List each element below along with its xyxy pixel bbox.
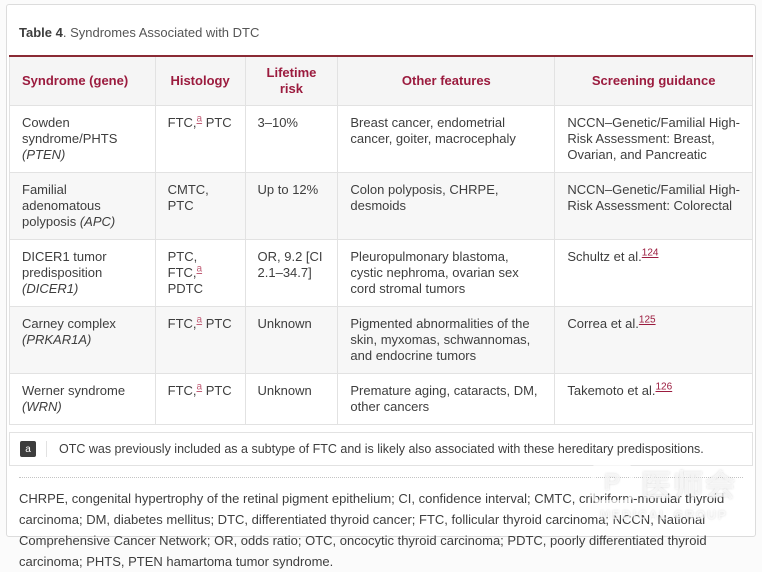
- cell-screening: NCCN–Genetic/Familial High-Risk Assessme…: [554, 105, 753, 173]
- gene-name: (APC): [79, 214, 116, 229]
- table-row: Werner syndrome (WRN) FTC,a PTC Unknown …: [9, 373, 753, 425]
- table-row: DICER1 tumor predisposition (DICER1) PTC…: [9, 239, 753, 307]
- header-row: Syndrome (gene) Histology Lifetime risk …: [9, 55, 753, 106]
- syndromes-table: Syndrome (gene) Histology Lifetime risk …: [9, 55, 753, 425]
- cell-risk: Unknown: [244, 373, 339, 425]
- footnote-a-link[interactable]: a: [196, 314, 203, 326]
- cell-screening: Schultz et al.124: [554, 239, 753, 307]
- histology-text: CMTC, PTC: [167, 182, 209, 213]
- screening-text: Takemoto et al.: [567, 383, 656, 398]
- cell-risk: Up to 12%: [244, 172, 339, 240]
- cell-syndrome: Carney complex (PRKAR1A): [9, 306, 156, 374]
- reference-link[interactable]: 125: [638, 314, 656, 326]
- cell-features: Premature aging, cataracts, DM, other ca…: [337, 373, 556, 425]
- table-row: Familial adenomatous polyposis (APC) CMT…: [9, 172, 753, 240]
- cell-features: Pleuropulmonary blastoma, cystic nephrom…: [337, 239, 556, 307]
- footnote-text: OTC was previously included as a subtype…: [59, 442, 704, 456]
- footnote-a-link[interactable]: a: [196, 113, 203, 125]
- syndrome-name: Cowden syndrome/PHTS: [22, 115, 118, 146]
- syndrome-name: DICER1 tumor predisposition: [22, 249, 107, 280]
- header-syndrome: Syndrome (gene): [9, 55, 156, 106]
- cell-histology: PTC, FTC,a PDTC: [154, 239, 246, 307]
- reference-link[interactable]: 124: [641, 247, 659, 259]
- cell-screening: Correa et al.125: [554, 306, 753, 374]
- cell-screening: NCCN–Genetic/Familial High-Risk Assessme…: [554, 172, 753, 240]
- syndrome-name: Familial adenomatous polyposis: [22, 182, 101, 229]
- footnote: a OTC was previously included as a subty…: [9, 432, 753, 466]
- gene-name: (PTEN): [22, 147, 66, 162]
- header-screening-guidance: Screening guidance: [554, 55, 753, 106]
- table-row: Cowden syndrome/PHTS (PTEN) FTC,a PTC 3–…: [9, 105, 753, 173]
- cell-syndrome: Cowden syndrome/PHTS (PTEN): [9, 105, 156, 173]
- cell-histology: CMTC, PTC: [154, 172, 246, 240]
- header-lifetime-risk: Lifetime risk: [244, 55, 339, 106]
- footnote-marker-badge: a: [20, 441, 36, 457]
- gene-name: (WRN): [22, 399, 62, 414]
- cell-risk: OR, 9.2 [CI 2.1–34.7]: [244, 239, 339, 307]
- histology-text: PTC: [202, 316, 232, 331]
- histology-text: PDTC: [167, 281, 204, 296]
- cell-screening: Takemoto et al.126: [554, 373, 753, 425]
- cell-histology: FTC,a PTC: [154, 105, 246, 173]
- histology-text: PTC: [202, 115, 232, 130]
- cell-risk: 3–10%: [244, 105, 339, 173]
- footnote-a-link[interactable]: a: [196, 381, 203, 393]
- histology-text: FTC,: [167, 383, 197, 398]
- cell-histology: FTC,a PTC: [154, 306, 246, 374]
- table-number: Table 4: [19, 25, 63, 40]
- table-title: Table 4. Syndromes Associated with DTC: [7, 5, 755, 40]
- cell-syndrome: Werner syndrome (WRN): [9, 373, 156, 425]
- histology-text: PTC, FTC,: [167, 249, 198, 280]
- histology-text: FTC,: [167, 316, 197, 331]
- syndrome-name: Werner syndrome: [22, 383, 126, 398]
- screening-text: Correa et al.: [567, 316, 639, 331]
- syndrome-name: Carney complex: [22, 316, 116, 331]
- gene-name: (PRKAR1A): [22, 332, 92, 347]
- gene-name: (DICER1): [22, 281, 79, 296]
- header-histology: Histology: [154, 55, 246, 106]
- histology-text: PTC: [202, 383, 232, 398]
- dotted-divider: [19, 477, 743, 478]
- table-row: Carney complex (PRKAR1A) FTC,a PTC Unkno…: [9, 306, 753, 374]
- abbreviations-text: CHRPE, congenital hypertrophy of the ret…: [19, 491, 725, 569]
- table-caption: . Syndromes Associated with DTC: [62, 25, 260, 40]
- reference-link[interactable]: 126: [655, 381, 673, 393]
- cell-syndrome: DICER1 tumor predisposition (DICER1): [9, 239, 156, 307]
- cell-features: Colon polyposis, CHRPE, desmoids: [337, 172, 556, 240]
- footnote-divider: [46, 441, 47, 457]
- table-card: Table 4. Syndromes Associated with DTC S…: [6, 4, 756, 569]
- histology-text: FTC,: [167, 115, 197, 130]
- cell-syndrome: Familial adenomatous polyposis (APC): [9, 172, 156, 240]
- cell-features: Pigmented abnormalities of the skin, myx…: [337, 306, 556, 374]
- footnote-a-link[interactable]: a: [196, 263, 203, 275]
- cell-risk: Unknown: [244, 306, 339, 374]
- screening-text: Schultz et al.: [567, 249, 642, 264]
- cell-features: Breast cancer, endometrial cancer, goite…: [337, 105, 556, 173]
- header-other-features: Other features: [337, 55, 556, 106]
- cell-histology: FTC,a PTC: [154, 373, 246, 425]
